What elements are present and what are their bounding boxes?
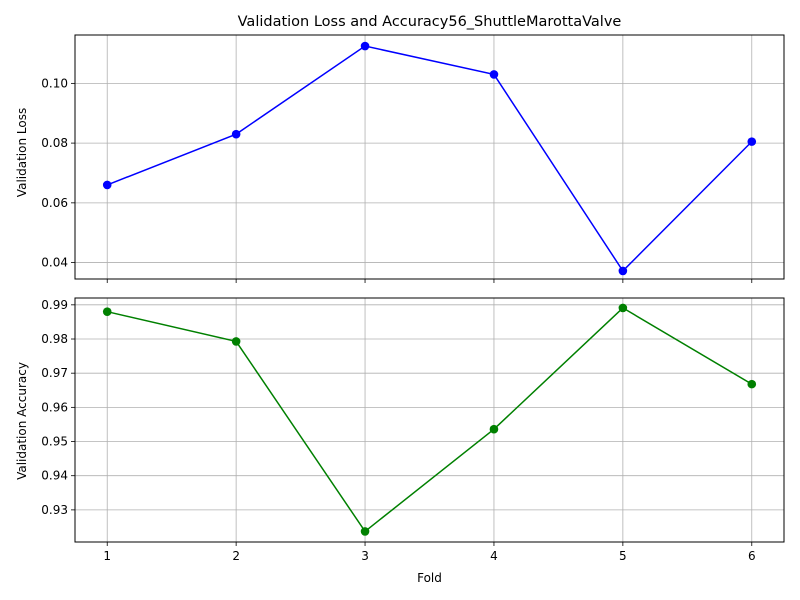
loss-series-line bbox=[106, 45, 753, 273]
loss-data-point bbox=[360, 41, 370, 51]
loss-ytick-label: 0.10 bbox=[41, 76, 68, 90]
loss-panel: 0.04 0.06 0.08 0.10 bbox=[41, 34, 785, 283]
accuracy-ytick-label: 0.97 bbox=[41, 366, 68, 380]
loss-data-point bbox=[747, 137, 757, 146]
accuracy-data-point bbox=[747, 379, 757, 389]
loss-data-point bbox=[231, 129, 241, 139]
accuracy-xtick-label: 2 bbox=[232, 549, 240, 563]
x-axis-label: Fold bbox=[417, 571, 442, 585]
accuracy-ytick-label: 0.98 bbox=[41, 332, 68, 346]
accuracy-xtick-label: 3 bbox=[361, 549, 369, 563]
loss-ylabel: Validation Loss bbox=[15, 108, 29, 197]
accuracy-data-point bbox=[618, 303, 628, 313]
accuracy-series-line bbox=[107, 306, 753, 533]
chart-title: Validation Loss and Accuracy56_ShuttleMa… bbox=[238, 14, 622, 30]
accuracy-ytick-label: 0.96 bbox=[41, 400, 68, 414]
accuracy-axes-frame bbox=[74, 297, 785, 543]
accuracy-xtick-label: 5 bbox=[619, 549, 627, 563]
loss-ytick-label: 0.08 bbox=[41, 136, 68, 150]
loss-axes-frame bbox=[74, 34, 785, 280]
accuracy-xtick-label: 4 bbox=[490, 549, 498, 563]
loss-data-point bbox=[489, 70, 499, 79]
accuracy-data-point bbox=[102, 307, 112, 316]
accuracy-data-point bbox=[360, 527, 370, 536]
accuracy-ylabel: Validation Accuracy bbox=[15, 362, 29, 480]
accuracy-panel: 1 2 3 4 5 6 0.93 0.94 0.95 0.96 0.97 0.98 0.99 bbox=[41, 297, 785, 563]
accuracy-xtick-label: 1 bbox=[103, 549, 111, 563]
loss-data-point bbox=[102, 180, 112, 190]
accuracy-ytick-label: 0.93 bbox=[41, 503, 68, 517]
accuracy-xtick-label: 6 bbox=[748, 549, 756, 563]
loss-data-point bbox=[618, 266, 628, 276]
accuracy-ytick-label: 0.95 bbox=[41, 435, 68, 449]
accuracy-ytick-label: 0.94 bbox=[41, 469, 68, 483]
accuracy-data-point bbox=[489, 424, 499, 434]
accuracy-data-point bbox=[231, 337, 241, 346]
loss-ytick-label: 0.06 bbox=[41, 196, 68, 210]
loss-ytick-label: 0.04 bbox=[41, 256, 68, 270]
accuracy-ytick-label: 0.99 bbox=[41, 298, 68, 312]
